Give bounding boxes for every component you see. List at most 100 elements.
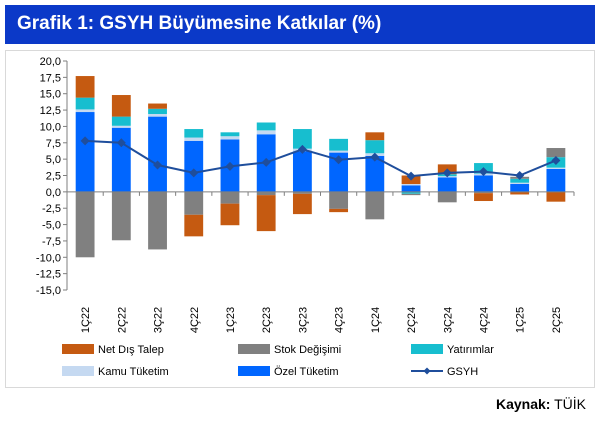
- bar-segment: [401, 184, 421, 186]
- bar-segment: [184, 140, 204, 192]
- legend-swatch: [411, 344, 443, 354]
- bar-segment: [148, 103, 167, 109]
- bar-segment: [220, 132, 240, 137]
- y-tick-label: -10,0: [36, 252, 61, 264]
- bar-segment: [220, 191, 240, 204]
- bar-segment: [220, 203, 240, 226]
- y-tick-label: -5,0: [42, 220, 61, 232]
- bar-segment: [365, 191, 385, 220]
- gsyh-point: [551, 155, 561, 165]
- legend-swatch: [62, 366, 94, 376]
- y-tick-label: 7,5: [46, 138, 61, 150]
- bar-segment: [329, 191, 349, 209]
- x-tick-label: 3Ç24: [442, 307, 454, 333]
- gsyh-point: [80, 136, 90, 146]
- bar-segment: [292, 193, 312, 215]
- gsyh-point: [189, 168, 199, 178]
- bar-segment: [148, 108, 167, 114]
- bar-segment: [111, 127, 131, 192]
- gsyh-line: [85, 139, 557, 178]
- bar-segment: [111, 116, 131, 126]
- bar-segment: [256, 191, 276, 196]
- bar-segment: [256, 195, 276, 232]
- bar-segment: [365, 155, 385, 192]
- legend-label: Kamu Tüketim: [98, 366, 169, 378]
- bar-segment: [474, 191, 493, 194]
- bar-segment: [474, 175, 493, 192]
- bar-segment: [220, 136, 240, 140]
- bar-segment: [111, 125, 131, 128]
- y-tick-label: 10,0: [40, 121, 61, 133]
- gsyh-point: [116, 138, 126, 148]
- bar-segment: [329, 152, 349, 192]
- y-tick-label: 0,0: [46, 187, 61, 199]
- y-tick-label: 17,5: [40, 72, 61, 84]
- bar-segment: [184, 191, 204, 215]
- y-tick-label: 2,5: [46, 171, 61, 183]
- legend-swatch-marker: [423, 367, 431, 375]
- x-tick-label: 1Ç25: [515, 307, 527, 333]
- bar-segment: [292, 151, 312, 192]
- bar-segment: [148, 116, 167, 192]
- bar-segment: [329, 138, 349, 151]
- y-tick-label: 12,5: [40, 105, 61, 117]
- x-tick-label: 4Ç24: [478, 307, 490, 333]
- bar-segment: [292, 191, 312, 194]
- bar-segment: [437, 177, 457, 192]
- bar-segment: [75, 97, 95, 110]
- bar-segment: [256, 122, 276, 131]
- gsyh-point: [442, 168, 452, 178]
- bar-segment: [329, 208, 349, 213]
- gsyh-point: [406, 171, 416, 181]
- bar-segment: [148, 191, 167, 250]
- bar-segment: [148, 113, 167, 117]
- bar-segment: [510, 191, 530, 195]
- y-tick-label: -12,5: [36, 269, 61, 281]
- gsyh-point: [334, 155, 344, 165]
- gsyh-point: [478, 167, 488, 177]
- bar-segment: [365, 140, 385, 154]
- bar-segment: [401, 193, 421, 196]
- bar-segment: [546, 148, 566, 158]
- source-value: TÜİK: [554, 396, 586, 412]
- source-label: Kaynak: [495, 396, 546, 412]
- y-tick-label: 5,0: [46, 154, 61, 166]
- bar-segment: [184, 137, 204, 141]
- legend-swatch: [238, 366, 270, 376]
- bar-segment: [510, 182, 530, 185]
- gsyh-point: [261, 157, 271, 167]
- x-tick-label: 1Ç22: [80, 307, 92, 333]
- legend-swatch: [62, 344, 94, 354]
- bar-segment: [256, 130, 276, 135]
- bar-segment: [184, 129, 204, 138]
- gsyh-point: [297, 144, 307, 154]
- gsyh-point: [153, 160, 163, 170]
- x-tick-label: 2Ç22: [116, 307, 128, 333]
- legend-label: Özel Tüketim: [274, 366, 339, 378]
- bar-segment: [75, 112, 95, 192]
- x-tick-label: 1Ç23: [225, 307, 237, 333]
- bar-segment: [401, 191, 421, 194]
- chart-frame: -15,0 -12,5 -10,0 -7,5 -5,0 -2,5 0,0 2,5 5,0 7,5 1…: [5, 50, 595, 388]
- bar-segment: [437, 191, 457, 203]
- bar-segment: [510, 178, 530, 183]
- bar-segment: [111, 191, 131, 241]
- bar-segment: [184, 214, 204, 237]
- page-title: Grafik 1: GSYH Büyümesine Katkılar (%): [17, 13, 382, 34]
- y-tick-label: -15,0: [36, 285, 61, 297]
- x-tick-label: 3Ç23: [297, 307, 309, 333]
- bar-segment: [365, 132, 385, 141]
- bar-segment: [75, 76, 95, 98]
- legend-label: Yatırımlar: [447, 344, 494, 356]
- bar-segment: [329, 150, 349, 153]
- header-bar: Grafik 1: GSYH Büyümesine Katkılar (%): [5, 5, 595, 44]
- legend-label: Net Dış Talep: [98, 344, 164, 356]
- x-tick-label: 1Ç24: [370, 307, 382, 333]
- x-tick-label: 2Ç25: [551, 307, 563, 333]
- x-tick-label: 4Ç23: [334, 307, 346, 333]
- y-tick-label: 20,0: [40, 56, 61, 68]
- bar-segment: [546, 167, 566, 169]
- x-tick-label: 3Ç22: [153, 307, 165, 333]
- y-tick-label: 15,0: [40, 89, 61, 101]
- bar-segment: [111, 95, 131, 117]
